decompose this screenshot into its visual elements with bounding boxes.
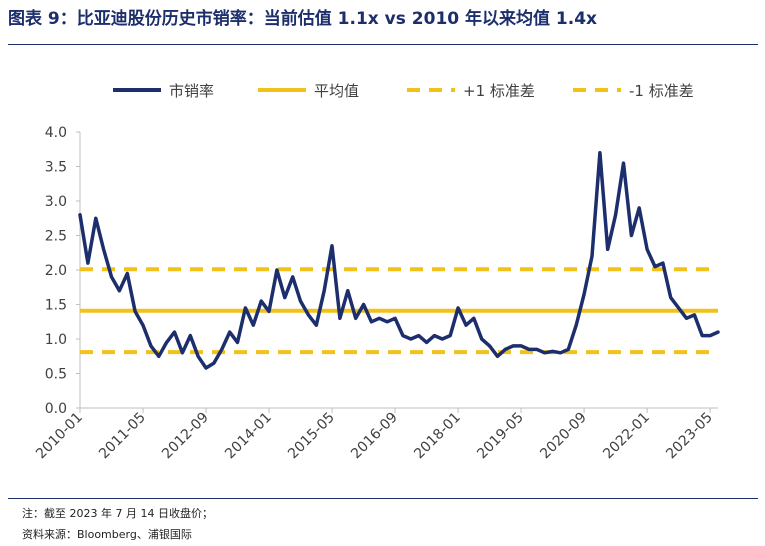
reference-lines bbox=[80, 267, 718, 355]
figure-title-text: 比亚迪股份历史市销率：当前估值 1.1x vs 2010 年以来均值 1.4x bbox=[76, 9, 598, 29]
x-tick-label: 2010-01 bbox=[33, 410, 86, 463]
footer-rule bbox=[8, 498, 758, 499]
x-tick-label: 2022-01 bbox=[600, 410, 653, 463]
x-tick-label: 2015-05 bbox=[285, 410, 338, 463]
footer-source: 资料来源：Bloomberg、浦银国际 bbox=[22, 528, 192, 541]
y-tick-label: 3.0 bbox=[45, 194, 67, 210]
y-tick-label: 2.0 bbox=[45, 263, 67, 279]
legend-label: +1 标准差 bbox=[463, 82, 535, 100]
y-tick-label: 3.5 bbox=[45, 160, 67, 176]
series-line-ps bbox=[78, 150, 720, 370]
chart-area: 市销率 平均值 +1 标准差 -1 标准差 0.0 0.5 1.0 1.5 2.0 2.5 3.0… bbox=[33, 82, 720, 462]
y-tick-label: 4.0 bbox=[45, 125, 67, 141]
y-tick-label: 1.0 bbox=[45, 332, 67, 348]
legend-label: 市销率 bbox=[169, 82, 214, 100]
legend: 市销率 平均值 +1 标准差 -1 标准差 bbox=[113, 82, 694, 100]
x-tick-label: 2023-05 bbox=[663, 410, 716, 463]
figure-title: 图表 9：比亚迪股份历史市销率：当前估值 1.1x vs 2010 年以来均值 … bbox=[8, 4, 597, 29]
legend-label: -1 标准差 bbox=[629, 82, 694, 100]
x-tick-label: 2018-01 bbox=[411, 410, 464, 463]
figure-label: 图表 9： bbox=[8, 9, 77, 29]
y-tick-label: 0.0 bbox=[45, 401, 67, 417]
x-tick-label: 2011-05 bbox=[96, 410, 149, 463]
axes: 0.0 0.5 1.0 1.5 2.0 2.5 3.0 3.5 4.0 2010-01 2011-0… bbox=[33, 125, 718, 462]
x-tick-label: 2016-09 bbox=[348, 410, 401, 463]
footer-note: 注：截至 2023 年 7 月 14 日收盘价； bbox=[22, 507, 213, 520]
x-tick-label: 2019-05 bbox=[474, 410, 527, 463]
series-lines bbox=[78, 150, 720, 370]
title-rule bbox=[8, 44, 758, 45]
y-tick-label: 2.5 bbox=[45, 229, 67, 245]
x-tick-label: 2020-09 bbox=[537, 410, 590, 463]
y-tick-label: 0.5 bbox=[45, 367, 67, 383]
legend-label: 平均值 bbox=[314, 82, 359, 100]
x-tick-label: 2014-01 bbox=[222, 410, 275, 463]
y-tick-label: 1.5 bbox=[45, 298, 67, 314]
x-tick-label: 2012-09 bbox=[159, 410, 212, 463]
